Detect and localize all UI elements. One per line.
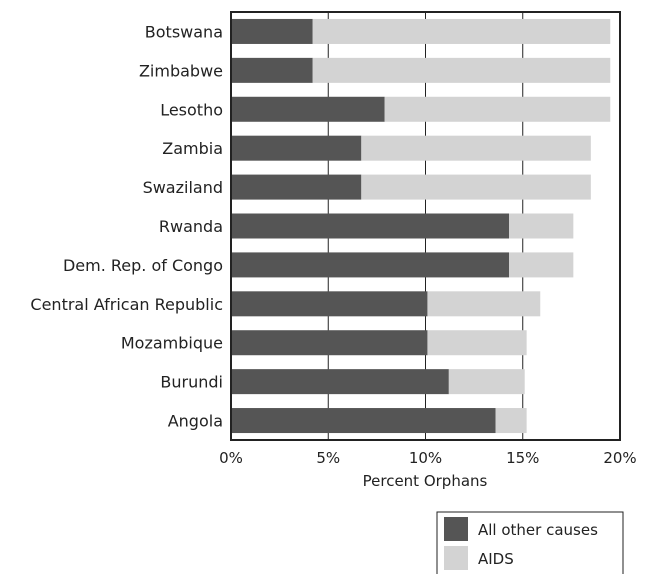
bar-lesotho-aids bbox=[384, 96, 611, 122]
legend: All other causes AIDS bbox=[436, 511, 624, 574]
x-tick-labels: 0% 5% 10% 15% 20% bbox=[219, 449, 637, 467]
bar-mozambique-all-other-causes bbox=[231, 330, 428, 356]
bar-lesotho-all-other-causes bbox=[231, 96, 385, 122]
legend-swatch-all-other-causes bbox=[444, 517, 468, 541]
category-label-burundi: Burundi bbox=[160, 373, 223, 392]
legend-label-aids: AIDS bbox=[478, 550, 514, 568]
bar-burundi-all-other-causes bbox=[231, 369, 449, 395]
category-label-swaziland: Swaziland bbox=[143, 178, 223, 197]
legend-swatch-aids bbox=[444, 546, 468, 570]
x-axis-title: Percent Orphans bbox=[363, 472, 488, 490]
bar-angola-all-other-causes bbox=[231, 408, 496, 434]
bar-swaziland-aids bbox=[361, 174, 591, 200]
category-label-zimbabwe: Zimbabwe bbox=[139, 61, 223, 80]
bar-mozambique-aids bbox=[427, 330, 527, 356]
category-label-central-african-republic: Central African Republic bbox=[30, 295, 223, 314]
bar-zambia-aids bbox=[361, 135, 591, 161]
category-label-rwanda: Rwanda bbox=[159, 217, 223, 236]
legend-label-all-other-causes: All other causes bbox=[478, 521, 598, 539]
bar-botswana-aids bbox=[312, 18, 611, 44]
bar-rwanda-aids bbox=[509, 213, 574, 239]
x-tick-label-5: 5% bbox=[316, 449, 340, 467]
category-label-lesotho: Lesotho bbox=[160, 100, 223, 119]
bar-dem-rep-of-congo-all-other-causes bbox=[231, 252, 510, 278]
x-tick-label-10: 10% bbox=[409, 449, 442, 467]
bars bbox=[231, 18, 611, 434]
category-labels: Botswana Zimbabwe Lesotho Zambia Swaziland Rw… bbox=[30, 22, 223, 430]
category-label-mozambique: Mozambique bbox=[121, 334, 223, 353]
bar-rwanda-all-other-causes bbox=[231, 213, 510, 239]
bar-zimbabwe-aids bbox=[312, 57, 611, 83]
bar-burundi-aids bbox=[448, 369, 525, 395]
bar-angola-aids bbox=[495, 408, 527, 434]
bar-swaziland-all-other-causes bbox=[231, 174, 362, 200]
bar-central-african-republic-all-other-causes bbox=[231, 291, 428, 317]
bar-botswana-all-other-causes bbox=[231, 18, 313, 44]
category-label-dem-rep-of-congo: Dem. Rep. of Congo bbox=[63, 256, 223, 275]
category-label-zambia: Zambia bbox=[162, 139, 223, 158]
x-tick-label-15: 15% bbox=[506, 449, 539, 467]
bar-zambia-all-other-causes bbox=[231, 135, 362, 161]
x-tick-label-0: 0% bbox=[219, 449, 243, 467]
bar-dem-rep-of-congo-aids bbox=[509, 252, 574, 278]
category-label-botswana: Botswana bbox=[145, 22, 223, 41]
category-label-angola: Angola bbox=[168, 412, 223, 431]
bar-zimbabwe-all-other-causes bbox=[231, 57, 313, 83]
plot-frame bbox=[230, 11, 621, 441]
x-tick-label-20: 20% bbox=[603, 449, 636, 467]
bar-central-african-republic-aids bbox=[427, 291, 541, 317]
